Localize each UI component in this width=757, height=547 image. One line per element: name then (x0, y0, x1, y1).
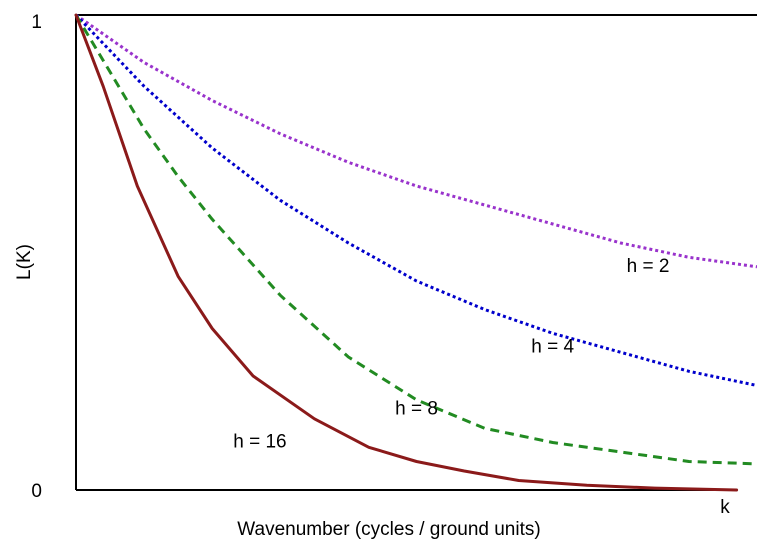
x-axis-end-label: k (720, 497, 730, 518)
series-line-h-16 (74, 13, 739, 492)
series-label-h-4: h = 4 (531, 337, 574, 358)
y-tick-label-1: 1 (31, 12, 42, 33)
plot-area (75, 14, 757, 491)
series-line-h-2 (75, 13, 757, 269)
y-tick-label-0: 0 (31, 481, 42, 502)
series-label-h-16: h = 16 (233, 432, 286, 453)
series-label-h-2: h = 2 (627, 256, 670, 277)
labels-layer: h = 2 h = 4 h = 8 h = 16 (233, 256, 669, 453)
x-axis-title: Wavenumber (cycles / ground units) (237, 519, 540, 540)
series-label-h-8: h = 8 (395, 398, 438, 419)
series-line-h-4 (74, 13, 757, 387)
series-line-h-8 (74, 14, 757, 466)
series-layer (74, 13, 757, 492)
y-axis-title: L(K) (14, 244, 35, 280)
